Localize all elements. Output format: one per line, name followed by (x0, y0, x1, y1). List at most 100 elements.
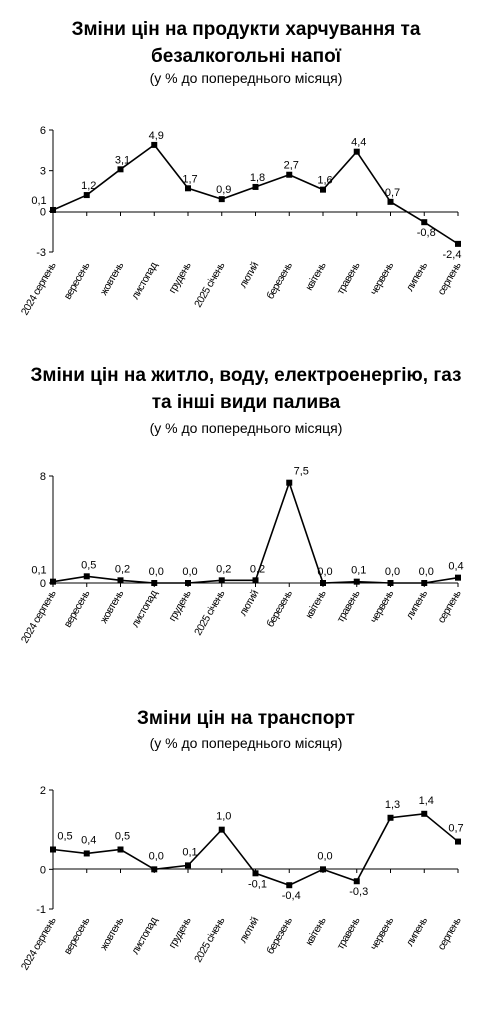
data-label: 1,6 (317, 175, 332, 187)
y-tick-label: 2 (40, 785, 46, 797)
data-point (320, 186, 326, 193)
category-label: березень (264, 260, 295, 302)
data-label: -0,8 (417, 227, 436, 239)
data-label: -0,3 (349, 886, 368, 898)
category-label: грудень (166, 915, 194, 951)
data-point (185, 580, 191, 586)
data-label: 0,0 (419, 566, 434, 578)
data-label: 0,0 (317, 850, 332, 862)
chart1-subtitle: (у % до попереднього місяця) (149, 70, 343, 86)
y-tick-label: 0 (40, 578, 46, 590)
category-label: липень (404, 588, 431, 622)
category-label: вересень (62, 588, 93, 630)
data-point (421, 580, 428, 586)
data-point (50, 206, 56, 213)
data-label: 0,1 (182, 846, 197, 858)
y-tick-label: -3 (36, 247, 46, 259)
y-tick-label: 6 (40, 125, 46, 137)
data-point (286, 882, 293, 889)
data-label: 4,9 (149, 130, 164, 142)
data-label: 0,0 (385, 566, 400, 578)
data-label: 0,5 (115, 831, 130, 843)
category-label: лютий (237, 588, 261, 618)
data-point (320, 580, 326, 586)
chart3-title: Зміни цін на транспорт (137, 708, 355, 729)
data-point (185, 185, 191, 192)
data-label: 0,1 (31, 195, 46, 207)
chart-transport: 2 0 -1 0,5 0,4 0,5 0,0 0,1 1,0 -0,1 -0,4 0,0 -0,3 1,3… (19, 785, 464, 973)
data-point (50, 578, 56, 585)
data-label: 0,4 (81, 834, 96, 846)
data-label: 3,1 (115, 154, 130, 166)
data-label: 0,2 (115, 563, 130, 575)
data-label: 0,1 (351, 565, 366, 577)
data-point (455, 838, 461, 845)
data-point (151, 141, 158, 148)
category-label: травень (335, 588, 363, 625)
data-point (117, 577, 124, 584)
data-point (218, 196, 225, 203)
y-tick-label: 3 (40, 166, 46, 178)
data-point (421, 810, 428, 817)
data-label: -0,1 (248, 878, 267, 890)
data-label: 4,4 (351, 137, 366, 149)
data-label: 2,7 (284, 160, 299, 172)
data-label: 0,7 (448, 823, 463, 835)
data-label: 1,8 (250, 172, 265, 184)
y-tick-label: 0 (40, 206, 46, 218)
data-label: 0,2 (216, 563, 231, 575)
data-point (83, 850, 90, 857)
category-label: 2025 січень (192, 260, 228, 310)
category-label: серпень (435, 915, 464, 953)
category-label: вересень (62, 260, 93, 302)
data-point (50, 846, 56, 853)
category-label: жовтень (98, 588, 127, 626)
data-point (455, 240, 461, 247)
category-label: квітень (303, 588, 329, 621)
chart1-title: Зміни цін на продукти харчування та беза… (71, 19, 421, 67)
data-label: 1,2 (81, 180, 96, 192)
category-label: 2025 січень (192, 588, 228, 638)
data-label: 0,1 (31, 565, 46, 577)
category-label: 2024 серпень (19, 588, 59, 646)
data-label: 1,4 (419, 795, 434, 807)
data-point (353, 578, 360, 585)
data-point (83, 192, 90, 199)
data-label: 0,0 (149, 850, 164, 862)
data-label: 1,0 (216, 811, 231, 823)
category-label: 2024 серпень (19, 260, 59, 318)
data-label: 0,0 (149, 566, 164, 578)
chart-food: 6 3 0 -3 0,1 1,2 3,1 4,9 1,7 0,9 1,8 2,7 1,6 4,4 0,7 -0… (19, 125, 464, 318)
data-label: 0,0 (182, 566, 197, 578)
data-point (117, 846, 124, 853)
data-point (252, 577, 259, 584)
data-point (117, 166, 124, 173)
data-point (353, 148, 360, 155)
chart3-subtitle: (у % до попереднього місяця) (149, 735, 343, 751)
data-point (252, 870, 259, 877)
category-label: липень (404, 915, 431, 949)
y-tick-label: 8 (40, 471, 46, 483)
data-point (185, 862, 191, 869)
data-label: 7,5 (294, 466, 309, 478)
data-label: 1,3 (385, 799, 400, 811)
data-point (286, 171, 293, 178)
chart2-subtitle: (у % до попереднього місяця) (149, 420, 343, 436)
category-label: жовтень (98, 915, 127, 953)
data-point (252, 183, 259, 190)
data-point (151, 580, 158, 586)
y-tick-label: -1 (36, 904, 46, 916)
category-label: березень (264, 915, 295, 957)
category-label: 2024 серпень (19, 915, 59, 973)
category-label: грудень (166, 588, 194, 624)
category-label: травень (335, 915, 363, 952)
category-label: лютий (237, 260, 261, 290)
data-label: 0,7 (385, 187, 400, 199)
data-point (455, 574, 461, 581)
category-label: вересень (62, 915, 93, 957)
data-point (320, 866, 326, 873)
data-label: 0,0 (317, 566, 332, 578)
data-label: 1,7 (182, 173, 197, 185)
data-point (387, 814, 394, 821)
category-label: серпень (435, 260, 464, 298)
